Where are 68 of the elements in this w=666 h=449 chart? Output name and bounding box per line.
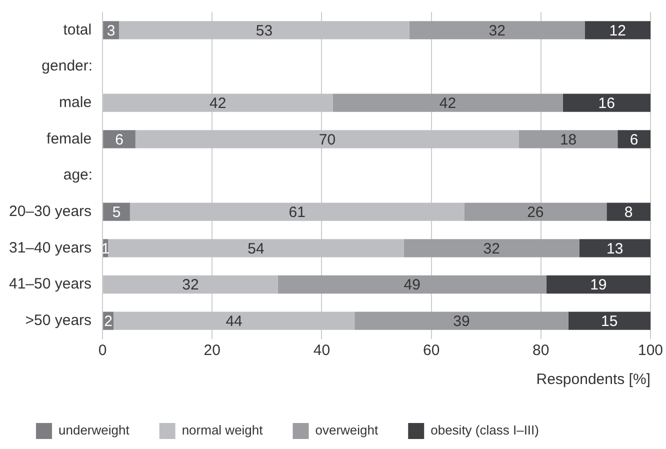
data-label: 53 xyxy=(256,22,273,40)
x-tick-label: 40 xyxy=(313,342,330,360)
bar xyxy=(103,94,333,112)
x-tick-label: 20 xyxy=(204,342,220,360)
bar xyxy=(130,202,464,221)
y-tick-label: male xyxy=(59,94,92,111)
bar xyxy=(103,202,130,221)
data-label: 8 xyxy=(624,204,633,221)
x-axis-title: Respondents [%] xyxy=(536,371,650,388)
bar xyxy=(464,202,607,221)
data-label: 32 xyxy=(488,22,506,40)
legend-label: overweight xyxy=(315,422,379,438)
bar xyxy=(562,94,650,112)
bar xyxy=(409,21,585,40)
bar xyxy=(568,312,650,330)
bar xyxy=(579,239,650,258)
bar xyxy=(108,239,404,258)
data-label: 6 xyxy=(115,131,124,148)
data-label: 5 xyxy=(112,204,121,221)
data-label: 6 xyxy=(630,131,638,148)
data-label: 54 xyxy=(248,240,264,258)
bar xyxy=(135,130,519,148)
bar xyxy=(354,312,568,330)
bar xyxy=(103,275,278,294)
y-tick-label: female xyxy=(46,130,92,148)
data-label: 32 xyxy=(182,276,199,294)
data-label: 13 xyxy=(606,240,624,258)
y-tick-label: >50 years xyxy=(25,312,92,329)
data-label: 2 xyxy=(104,312,112,330)
y-tick-label: 41–50 years xyxy=(8,276,92,293)
data-label: 32 xyxy=(483,240,500,258)
x-tick-label: 0 xyxy=(98,342,107,360)
x-tick-label: 60 xyxy=(422,342,440,360)
bar xyxy=(332,94,563,112)
data-label: 3 xyxy=(106,22,116,40)
data-label: 18 xyxy=(560,131,577,148)
data-label: 49 xyxy=(404,276,420,294)
data-label: 26 xyxy=(527,204,544,221)
data-label: 61 xyxy=(288,204,306,221)
legend-label: obesity (class I–III) xyxy=(430,422,539,438)
y-tick-label: 31–40 years xyxy=(8,239,92,256)
bar xyxy=(618,130,650,148)
data-label: 15 xyxy=(601,312,618,330)
bar xyxy=(118,21,410,40)
y-tick-label: total xyxy=(63,21,92,38)
x-tick-label: 80 xyxy=(532,342,550,360)
y-tick-label: 20–30 years xyxy=(8,202,92,220)
data-label: 12 xyxy=(609,22,626,40)
legend-label: underweight xyxy=(58,422,130,438)
data-label: 42 xyxy=(210,94,226,112)
bar xyxy=(518,130,618,148)
bar xyxy=(546,275,650,294)
data-label: 39 xyxy=(453,312,470,330)
data-label: 19 xyxy=(590,276,607,294)
data-label: 70 xyxy=(318,131,336,148)
bar xyxy=(606,202,650,221)
data-label: 16 xyxy=(598,94,615,112)
bar xyxy=(584,21,650,40)
data-label: 42 xyxy=(439,94,456,112)
bar xyxy=(103,130,136,148)
x-tick-label: 100 xyxy=(638,342,663,360)
bar xyxy=(278,275,546,294)
text: age: xyxy=(63,166,93,184)
bar xyxy=(404,239,580,258)
legend-label: normal weight xyxy=(182,422,264,438)
bar xyxy=(114,312,355,330)
text: gender: xyxy=(42,58,93,75)
data-label: 44 xyxy=(226,312,242,330)
